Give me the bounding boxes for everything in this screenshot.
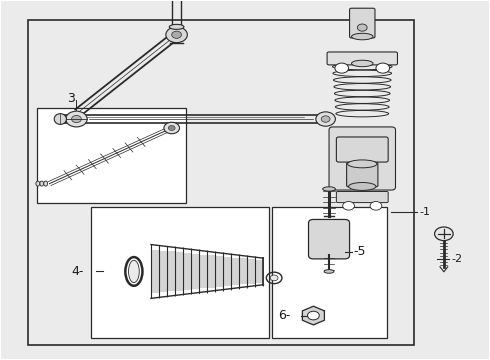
Circle shape	[321, 116, 330, 122]
Bar	[37, 108, 186, 203]
Circle shape	[164, 122, 179, 134]
Circle shape	[168, 126, 175, 131]
Ellipse shape	[323, 187, 335, 191]
FancyBboxPatch shape	[346, 162, 378, 187]
Ellipse shape	[44, 181, 48, 186]
Circle shape	[316, 112, 335, 126]
Ellipse shape	[54, 114, 67, 125]
Circle shape	[343, 202, 354, 210]
Circle shape	[376, 63, 390, 73]
Text: 4-: 4-	[72, 265, 84, 278]
Text: -5: -5	[353, 245, 366, 258]
Text: 6-: 6-	[278, 309, 291, 322]
Bar	[27, 21, 414, 345]
FancyBboxPatch shape	[309, 220, 349, 259]
Circle shape	[335, 63, 348, 73]
Text: 3: 3	[67, 92, 75, 105]
Ellipse shape	[40, 181, 44, 186]
Polygon shape	[215, 256, 223, 287]
Polygon shape	[207, 255, 215, 288]
FancyBboxPatch shape	[349, 8, 375, 38]
Polygon shape	[223, 257, 231, 286]
Polygon shape	[199, 255, 207, 288]
FancyBboxPatch shape	[327, 52, 397, 65]
Text: -2: -2	[451, 254, 463, 264]
Polygon shape	[231, 258, 239, 285]
Polygon shape	[167, 252, 175, 291]
Circle shape	[72, 116, 81, 123]
Bar	[272, 207, 387, 338]
Circle shape	[66, 111, 87, 127]
Ellipse shape	[351, 60, 373, 67]
Polygon shape	[255, 260, 263, 283]
Ellipse shape	[169, 24, 184, 30]
Ellipse shape	[36, 181, 40, 186]
Ellipse shape	[324, 270, 334, 273]
Polygon shape	[151, 250, 159, 293]
FancyBboxPatch shape	[329, 127, 395, 190]
Circle shape	[172, 31, 181, 39]
Circle shape	[166, 27, 187, 42]
Ellipse shape	[351, 33, 373, 40]
Circle shape	[357, 24, 367, 31]
FancyBboxPatch shape	[336, 137, 388, 162]
FancyBboxPatch shape	[336, 192, 388, 203]
Ellipse shape	[347, 160, 377, 168]
Polygon shape	[183, 253, 191, 290]
Circle shape	[308, 311, 319, 320]
Circle shape	[370, 202, 382, 210]
Circle shape	[435, 227, 453, 240]
Bar	[91, 207, 270, 338]
Polygon shape	[239, 258, 247, 284]
Polygon shape	[191, 254, 199, 289]
Polygon shape	[302, 306, 324, 325]
Polygon shape	[175, 252, 183, 291]
Ellipse shape	[128, 260, 139, 283]
Circle shape	[270, 275, 278, 281]
Ellipse shape	[348, 183, 376, 190]
Text: -1: -1	[419, 207, 430, 217]
Polygon shape	[247, 259, 255, 284]
Polygon shape	[159, 251, 167, 292]
